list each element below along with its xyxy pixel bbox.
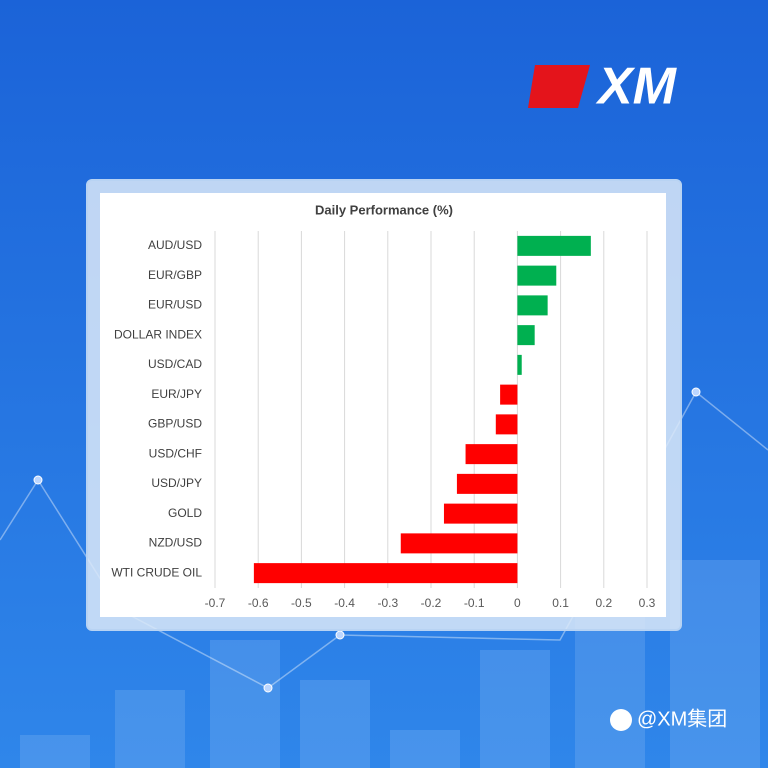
bar bbox=[517, 295, 548, 316]
watermark: @XM集团 bbox=[637, 707, 727, 730]
x-tick-label: -0.2 bbox=[421, 596, 442, 610]
y-tick-label: EUR/USD bbox=[148, 298, 202, 312]
bar bbox=[456, 473, 518, 494]
bar bbox=[517, 235, 591, 256]
x-tick-label: -0.5 bbox=[291, 596, 312, 610]
y-tick-label: USD/CAD bbox=[148, 357, 202, 371]
plot: -0.7 -0.6 -0.5 -0.4 -0.3 -0.2 -0.1 0 0.1 0.2 0.3 AU… bbox=[111, 231, 656, 610]
decor-dots bbox=[33, 387, 701, 693]
bar bbox=[500, 384, 518, 405]
x-tick-label: -0.4 bbox=[334, 596, 355, 610]
y-tick-label: EUR/GBP bbox=[148, 268, 202, 282]
y-tick-label: EUR/JPY bbox=[151, 387, 202, 401]
y-tick-label: GBP/USD bbox=[148, 417, 202, 431]
x-tick-label: -0.7 bbox=[205, 596, 226, 610]
y-tick-label: USD/JPY bbox=[151, 476, 202, 490]
y-tick-label: USD/CHF bbox=[149, 446, 202, 460]
x-tick-label: -0.3 bbox=[377, 596, 398, 610]
bar bbox=[495, 414, 518, 435]
bar bbox=[517, 265, 557, 286]
logo-mark bbox=[528, 65, 590, 108]
y-tick-label: GOLD bbox=[168, 506, 202, 520]
y-tick-label: WTI CRUDE OIL bbox=[111, 565, 202, 579]
x-tick-label: 0.1 bbox=[552, 596, 569, 610]
x-tick-label: -0.1 bbox=[464, 596, 485, 610]
bar bbox=[517, 325, 535, 346]
chart-area bbox=[100, 193, 666, 617]
x-tick-label: 0.2 bbox=[595, 596, 612, 610]
y-tick-label: DOLLAR INDEX bbox=[114, 327, 202, 341]
decor-bars bbox=[20, 560, 760, 768]
x-tick-label: -0.6 bbox=[248, 596, 269, 610]
bar bbox=[400, 533, 518, 554]
y-tick-label: NZD/USD bbox=[149, 536, 203, 550]
logo: XM bbox=[595, 58, 678, 116]
bar bbox=[517, 354, 522, 375]
x-tick-label: 0 bbox=[514, 596, 521, 610]
watermark-icon bbox=[610, 709, 632, 731]
x-tick-label: 0.3 bbox=[639, 596, 656, 610]
chart-title: Daily Performance (%) bbox=[315, 202, 453, 217]
bar bbox=[443, 503, 518, 524]
y-tick-label: AUD/USD bbox=[148, 238, 202, 252]
bar bbox=[253, 563, 518, 584]
bar bbox=[465, 444, 518, 465]
